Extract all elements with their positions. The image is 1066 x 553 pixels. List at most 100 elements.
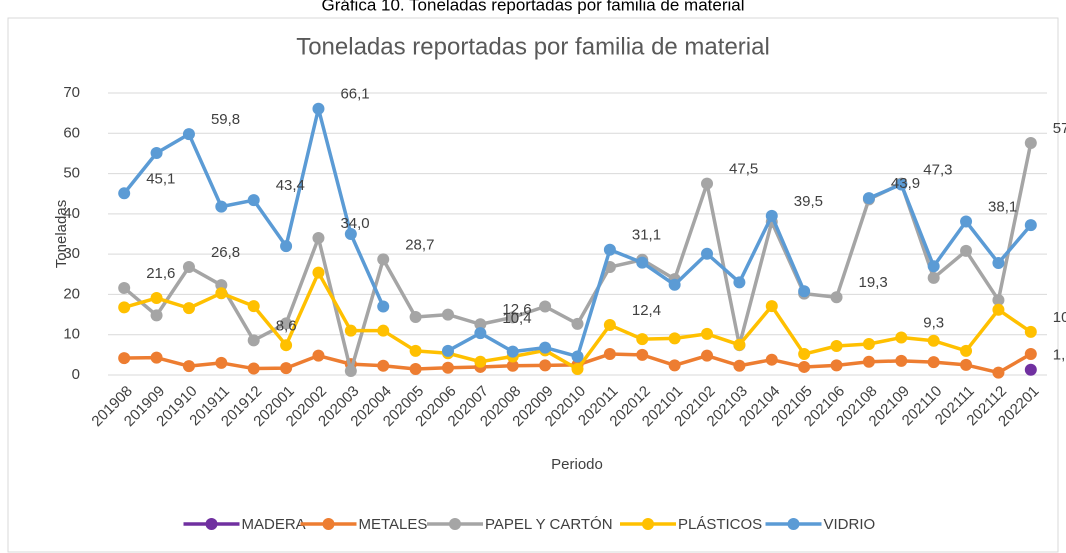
point	[927, 260, 940, 273]
point	[312, 102, 325, 115]
data-label: 21,6	[146, 265, 175, 282]
point	[603, 319, 616, 332]
point	[150, 292, 163, 305]
legend-label: PAPEL Y CARTÓN	[485, 516, 613, 533]
point	[765, 353, 778, 366]
point	[668, 359, 681, 372]
data-label: 12,4	[632, 302, 661, 319]
point	[830, 291, 843, 304]
point	[765, 209, 778, 222]
data-label: 47,5	[729, 161, 758, 178]
point	[960, 244, 973, 257]
point	[377, 253, 390, 266]
point	[539, 300, 552, 313]
point	[182, 261, 195, 274]
point	[895, 354, 908, 367]
point	[150, 309, 163, 322]
point	[474, 318, 487, 331]
point	[571, 362, 584, 375]
legend-label: MADERA	[242, 516, 306, 533]
point	[1024, 348, 1037, 361]
point	[247, 362, 260, 375]
point	[798, 348, 811, 361]
legend: MADERA METALES PAPEL Y CARTÓN PLÁSTICOS VIDR…	[183, 516, 875, 533]
data-label: 57,6	[1053, 120, 1066, 137]
point	[215, 200, 228, 213]
point	[215, 356, 228, 369]
point	[571, 317, 584, 330]
data-label: 19,3	[859, 274, 888, 291]
point	[474, 327, 487, 340]
point	[733, 276, 746, 289]
point	[441, 308, 454, 321]
data-label: 34,0	[340, 215, 369, 232]
data-label: 10,4	[502, 310, 531, 327]
point	[118, 281, 131, 294]
point	[636, 333, 649, 346]
point	[247, 300, 260, 313]
data-label: 10,7	[1053, 309, 1066, 326]
point	[765, 300, 778, 313]
data-label: 28,7	[405, 236, 434, 253]
point	[862, 355, 875, 368]
point	[118, 352, 131, 365]
point	[506, 311, 519, 324]
legend-marker	[787, 518, 800, 530]
point	[830, 339, 843, 352]
point	[927, 356, 940, 369]
data-label: 38,1	[988, 198, 1017, 215]
point	[150, 351, 163, 364]
legend-marker	[322, 518, 335, 530]
data-label: 31,1	[632, 227, 661, 244]
legend-label: PLÁSTICOS	[678, 516, 762, 533]
point	[668, 278, 681, 291]
data-label: 9,3	[923, 315, 944, 332]
point	[280, 317, 293, 330]
point	[701, 247, 714, 260]
point	[701, 327, 714, 340]
y-tick-label: 30	[63, 245, 80, 262]
y-tick-label: 40	[63, 205, 80, 222]
point	[377, 300, 390, 313]
point	[992, 303, 1005, 316]
chart-frame	[7, 17, 1059, 553]
point	[506, 345, 519, 358]
point	[960, 344, 973, 357]
point	[992, 257, 1005, 270]
data-label: 8,6	[276, 317, 297, 334]
point	[1024, 363, 1037, 376]
point	[280, 240, 293, 253]
data-label: 43,4	[276, 177, 305, 194]
point	[1024, 219, 1037, 232]
point	[733, 359, 746, 372]
y-tick-label: 20	[63, 285, 80, 302]
point	[215, 287, 228, 300]
point	[571, 350, 584, 363]
point	[150, 147, 163, 160]
point	[182, 360, 195, 373]
point	[312, 266, 325, 279]
legend-marker	[205, 518, 218, 530]
point	[1024, 136, 1037, 149]
point	[441, 361, 454, 374]
data-label: 59,8	[211, 111, 240, 128]
point	[409, 362, 422, 375]
data-label: 66,1	[340, 86, 369, 103]
point	[344, 364, 357, 377]
point	[636, 348, 649, 361]
point	[312, 349, 325, 362]
point	[539, 359, 552, 372]
point	[636, 256, 649, 269]
point	[539, 341, 552, 354]
point	[409, 344, 422, 357]
point	[247, 334, 260, 347]
point	[344, 324, 357, 337]
y-tick-label: 0	[72, 366, 80, 383]
data-label: 39,5	[794, 193, 823, 210]
point	[280, 362, 293, 375]
point	[1024, 325, 1037, 338]
point	[960, 358, 973, 371]
y-axis-title: Toneladas	[53, 200, 70, 268]
point	[701, 349, 714, 362]
